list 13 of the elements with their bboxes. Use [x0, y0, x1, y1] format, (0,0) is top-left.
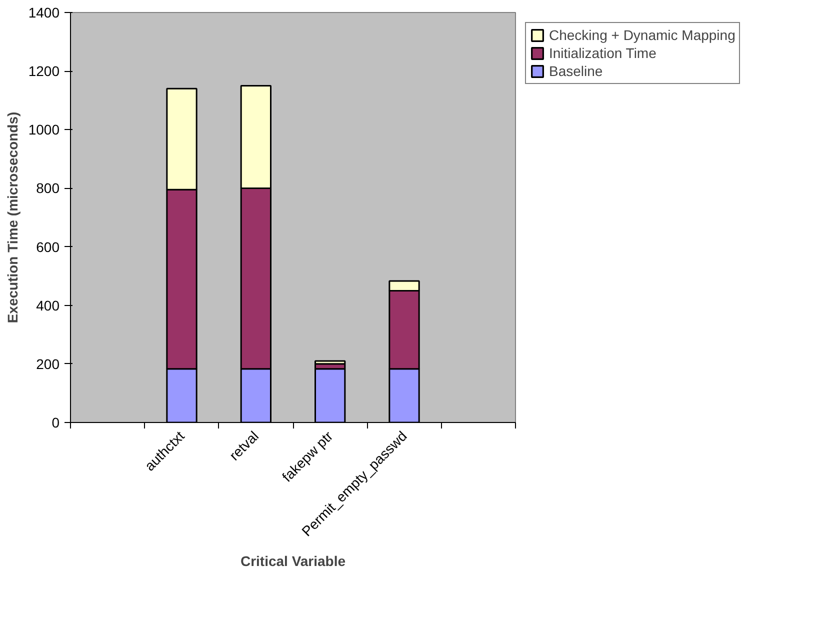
x-axis-title: Critical Variable [240, 552, 346, 569]
y-tick-label: 1200 [28, 63, 60, 80]
y-tick-label: 600 [36, 238, 60, 255]
legend-label: Baseline [549, 63, 603, 79]
y-tick-label: 400 [36, 297, 60, 314]
y-tick-label: 1000 [28, 122, 60, 138]
legend-label: Checking + Dynamic Mapping [549, 27, 736, 43]
y-axis-title: Execution Time (microseconds) [4, 112, 20, 324]
legend-label: Initialization Time [549, 45, 656, 61]
y-tick-label: 200 [36, 356, 60, 372]
y-tick-label: 800 [36, 180, 60, 196]
y-tick-label: 1400 [28, 4, 60, 20]
y-tick-label: 0 [52, 414, 60, 430]
